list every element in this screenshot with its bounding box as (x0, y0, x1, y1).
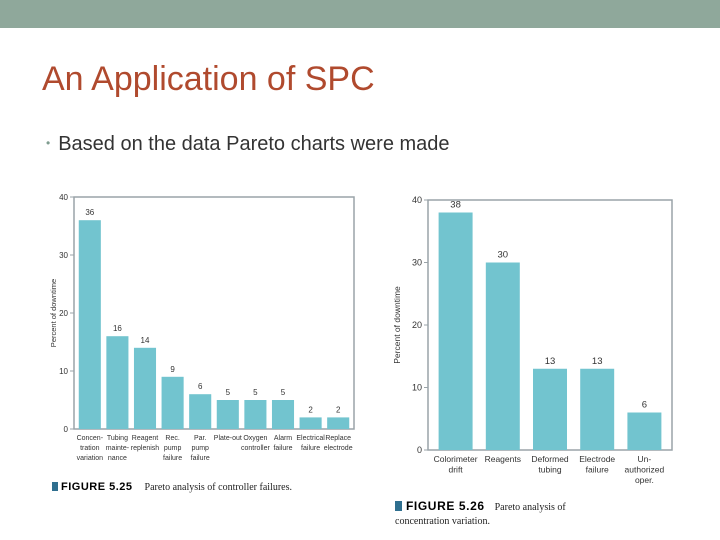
category-label: Alarm (274, 435, 292, 442)
bar-value-label: 14 (141, 336, 150, 345)
bar-value-label: 2 (336, 405, 341, 414)
y-tick-label: 40 (412, 195, 422, 205)
category-label: Reagent (132, 435, 159, 442)
y-tick-label: 30 (59, 251, 68, 260)
category-label: electrode (324, 445, 353, 452)
bar (271, 400, 295, 429)
y-tick-label: 30 (412, 258, 422, 268)
bar (78, 220, 101, 429)
y-tick-label: 20 (412, 320, 422, 330)
y-tick-label: 0 (64, 425, 69, 434)
bar (216, 400, 239, 429)
y-tick-label: 20 (59, 309, 68, 318)
category-label: Un- (638, 454, 652, 464)
figure-caption-5-26: FIGURE 5.26 Pareto analysis of concentrat… (395, 497, 566, 527)
bar (485, 262, 520, 450)
category-label: tubing (538, 465, 561, 475)
category-label: Concen- (77, 435, 104, 442)
category-label: Colorimeter (434, 454, 478, 464)
bar (244, 400, 267, 429)
slide-title: An Application of SPC (42, 60, 375, 98)
category-label: Oxygen (243, 435, 267, 442)
bar (189, 394, 212, 429)
bar-value-label: 5 (281, 388, 286, 397)
y-axis-label: Percent of downtime (392, 286, 402, 364)
category-label: variation (77, 455, 104, 462)
bar (438, 212, 473, 450)
bullet-dot-icon: • (46, 136, 51, 150)
y-tick-label: 10 (59, 367, 68, 376)
category-label: Reagents (485, 454, 521, 464)
bar (299, 417, 322, 429)
category-label: failure (301, 445, 320, 452)
category-label: pump (191, 445, 209, 452)
category-label: Replace (325, 435, 351, 442)
bar-value-label: 9 (170, 365, 175, 374)
figure-caption-text: Pareto analysis of controller failures. (144, 482, 292, 493)
category-label: failure (586, 465, 609, 475)
bar-value-label: 5 (253, 388, 258, 397)
category-label: authorized (625, 465, 665, 475)
pareto-chart-concentration-variation: 0 10 20 30 40 Percent of downtime 38 Colorimete… (392, 195, 673, 485)
category-label: replenish (131, 445, 160, 452)
bar (106, 336, 129, 429)
bar-value-label: 13 (592, 356, 603, 367)
category-label: Electrode (579, 454, 615, 464)
bullet-text: Based on the data Pareto charts were mad… (58, 133, 450, 155)
category-label: Electrical (296, 435, 325, 442)
y-axis-label: Percent of downtime (49, 279, 58, 347)
category-label: Deformed (531, 454, 569, 464)
category-label: pump (164, 445, 182, 452)
bar-value-label: 6 (198, 382, 203, 391)
category-label: failure (273, 445, 292, 452)
bar-value-label: 16 (113, 324, 122, 333)
bar-value-label: 6 (642, 400, 647, 411)
slide-top-bar (0, 0, 720, 28)
figure-caption-5-25: FIGURE 5.25 Pareto analysis of controller… (52, 477, 292, 495)
bar (580, 368, 615, 450)
pareto-chart-controller-failures: 0 10 20 30 40 Percent of downtime 36 Concen-tra… (49, 193, 355, 462)
bar-value-label: 30 (498, 250, 509, 261)
category-label: mainte- (106, 445, 130, 452)
bar (161, 376, 184, 429)
category-label: nance (108, 455, 127, 462)
figure-number: FIGURE 5.26 (395, 499, 485, 513)
bar (533, 368, 567, 450)
category-label: Par. (194, 435, 207, 442)
bar-value-label: 2 (308, 405, 313, 414)
category-label: drift (449, 465, 464, 475)
bar (327, 417, 350, 429)
category-label: failure (191, 455, 210, 462)
figure-number: FIGURE 5.25 (52, 481, 133, 493)
bar (133, 347, 157, 429)
y-tick-label: 10 (412, 383, 422, 393)
bullet-point: • Based on the data Pareto charts were ma… (46, 133, 450, 156)
y-tick-label: 0 (417, 445, 422, 455)
bar-value-label: 5 (226, 388, 231, 397)
bar (627, 412, 662, 450)
category-label: controller (241, 445, 270, 452)
category-label: Plate-out (214, 435, 242, 442)
category-label: oper. (635, 475, 654, 485)
bar-value-label: 38 (450, 200, 461, 211)
category-label: failure (163, 455, 182, 462)
bar-value-label: 13 (545, 356, 556, 367)
figure-caption-text: Pareto analysis of (494, 502, 566, 513)
bar-value-label: 36 (85, 208, 94, 217)
category-label: tration (80, 445, 100, 452)
y-tick-label: 40 (59, 193, 68, 202)
category-label: Tubing (107, 435, 128, 442)
category-label: Rec. (165, 435, 179, 442)
figure-caption-text-line2: concentration variation. (395, 516, 490, 527)
